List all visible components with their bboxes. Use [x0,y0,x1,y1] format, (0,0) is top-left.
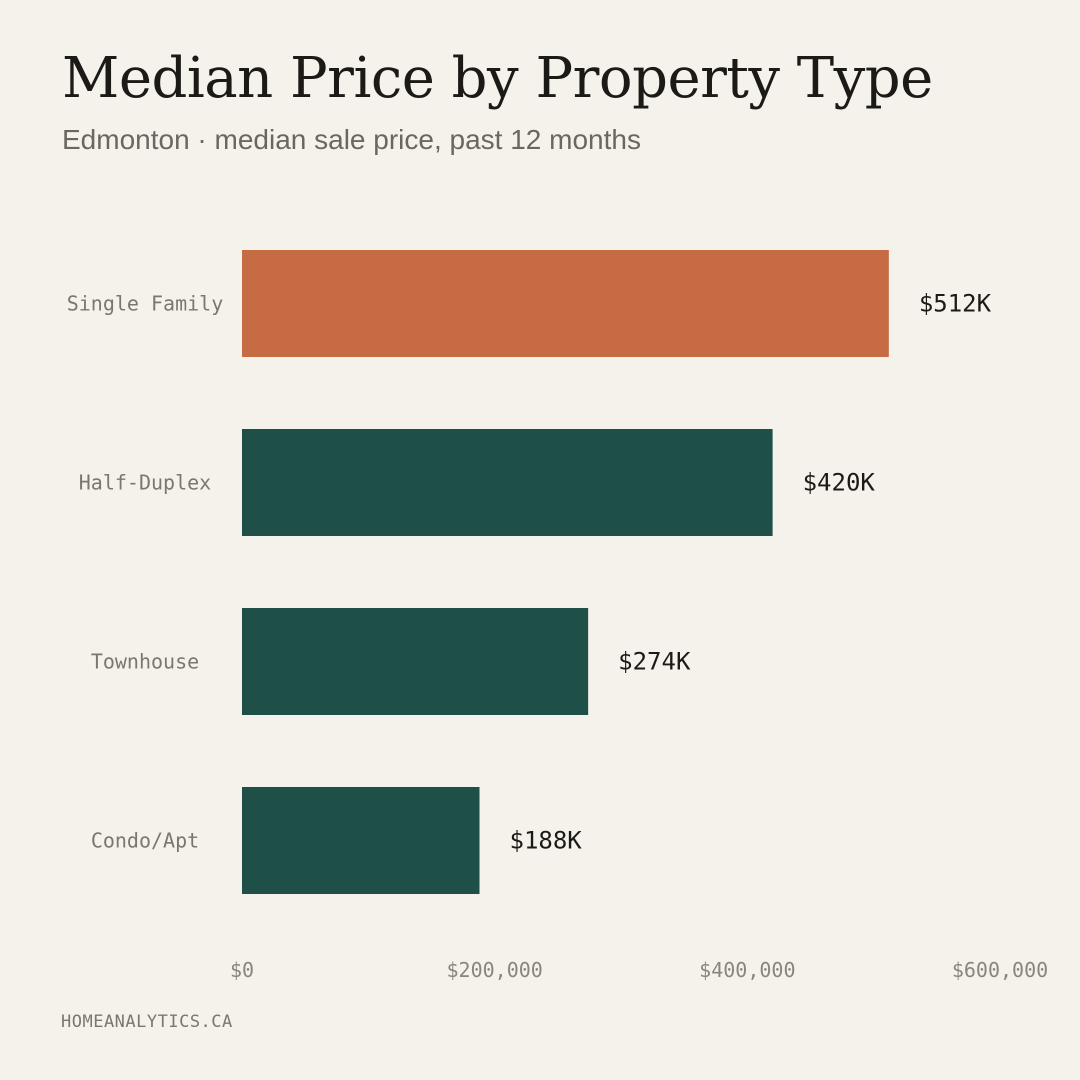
value-label: $188K [510,827,583,855]
value-label: $420K [803,469,876,497]
category-label: Half-Duplex [79,471,211,495]
value-labels: $512K $420K $274K $188K [510,290,992,855]
x-tick-label: $600,000 [952,958,1048,982]
value-label: $274K [618,648,691,676]
source-credit: HOMEANALYTICS.CA [61,1012,233,1032]
category-label: Single Family [67,292,224,316]
bar-townhouse [242,608,589,715]
x-tick-label: $400,000 [699,958,795,982]
bars-group [242,250,889,894]
value-label: $512K [919,290,992,318]
x-axis-ticks: $0 $200,000 $400,000 $600,000 [230,958,1048,982]
bar-single-family [242,250,889,357]
category-label: Townhouse [91,650,199,674]
chart-title: Median Price by Property Type [62,46,933,111]
x-tick-label: $200,000 [447,958,543,982]
bar-condo-apt [242,787,480,894]
chart-subtitle: Edmonton · median sale price, past 12 mo… [62,124,641,155]
x-tick-label: $0 [230,958,254,982]
bar-half-duplex [242,429,773,536]
category-labels: Single Family Half-Duplex Townhouse Condo/A… [67,292,224,853]
category-label: Condo/Apt [91,829,199,853]
